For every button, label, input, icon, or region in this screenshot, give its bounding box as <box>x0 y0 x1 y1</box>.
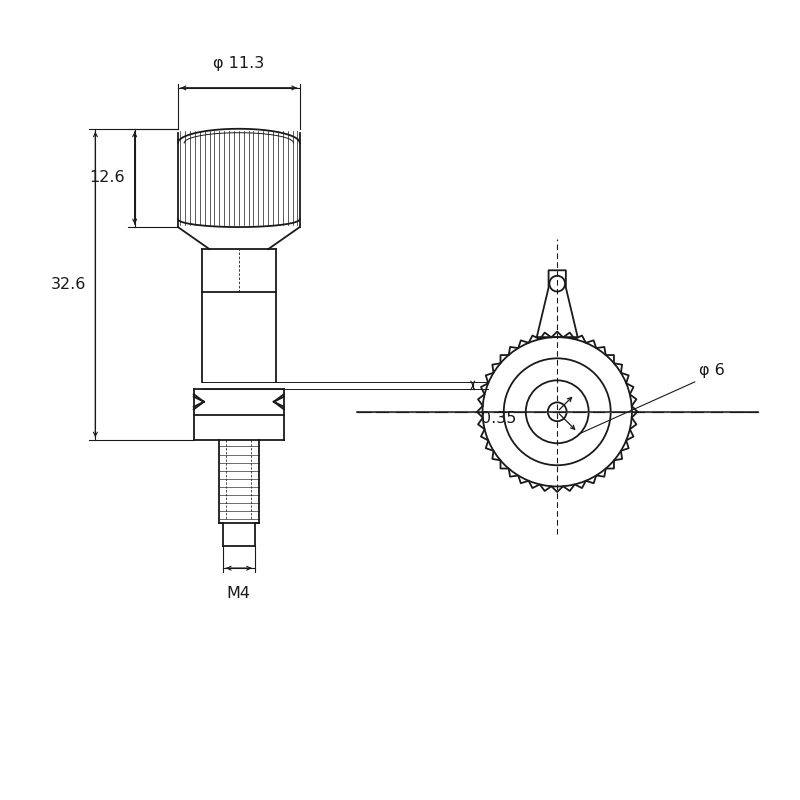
Text: M4: M4 <box>227 586 251 601</box>
Text: 12.6: 12.6 <box>90 170 126 186</box>
Text: 32.6: 32.6 <box>50 277 86 292</box>
Text: φ 6: φ 6 <box>698 363 725 378</box>
Text: 0.35: 0.35 <box>481 411 516 426</box>
Text: φ 11.3: φ 11.3 <box>214 56 265 70</box>
